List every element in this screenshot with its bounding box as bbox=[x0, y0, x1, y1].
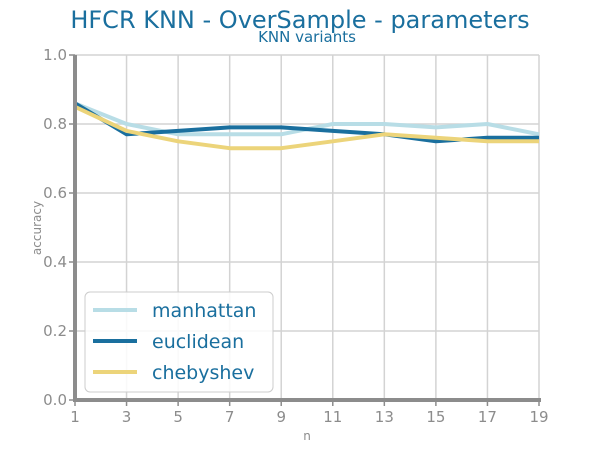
x-tick-label: 13 bbox=[375, 408, 394, 426]
x-tick-label: 7 bbox=[225, 408, 235, 426]
x-tick-label: 11 bbox=[323, 408, 342, 426]
legend: manhattan euclidean chebyshev bbox=[84, 291, 274, 393]
legend-label-euclidean: euclidean bbox=[152, 331, 244, 353]
x-tick-label: 3 bbox=[122, 408, 132, 426]
chart-title: HFCR KNN - OverSample - parameters bbox=[70, 6, 529, 34]
x-tick-label: 19 bbox=[529, 408, 548, 426]
legend-label-manhattan: manhattan bbox=[152, 300, 256, 322]
y-tick-label: 1.0 bbox=[43, 46, 67, 64]
x-axis-label: n bbox=[303, 429, 311, 443]
y-tick-label: 0.4 bbox=[43, 253, 67, 271]
legend-label-chebyshev: chebyshev bbox=[152, 362, 254, 384]
series-line-chebyshev bbox=[74, 104, 539, 151]
x-tick-label: 1 bbox=[70, 408, 80, 426]
legend-box bbox=[84, 291, 274, 393]
chart-subtitle: KNN variants bbox=[258, 28, 356, 46]
x-tick-label: 9 bbox=[276, 408, 286, 426]
y-tick-label: 0.2 bbox=[43, 322, 67, 340]
y-tick-label: 0.8 bbox=[43, 115, 67, 133]
axes bbox=[69, 54, 541, 406]
tick-labels: 1 3 5 7 9 11 13 15 17 190.00.20.40.60.81.0 bbox=[43, 46, 548, 426]
y-tick-label: 0.6 bbox=[43, 184, 67, 202]
series-lines bbox=[73, 101, 540, 151]
y-axis-label: accuracy bbox=[30, 201, 44, 255]
x-tick-label: 15 bbox=[426, 408, 445, 426]
x-tick-label: 5 bbox=[173, 408, 183, 426]
y-tick-label: 0.0 bbox=[43, 391, 67, 409]
x-tick-label: 17 bbox=[478, 408, 497, 426]
